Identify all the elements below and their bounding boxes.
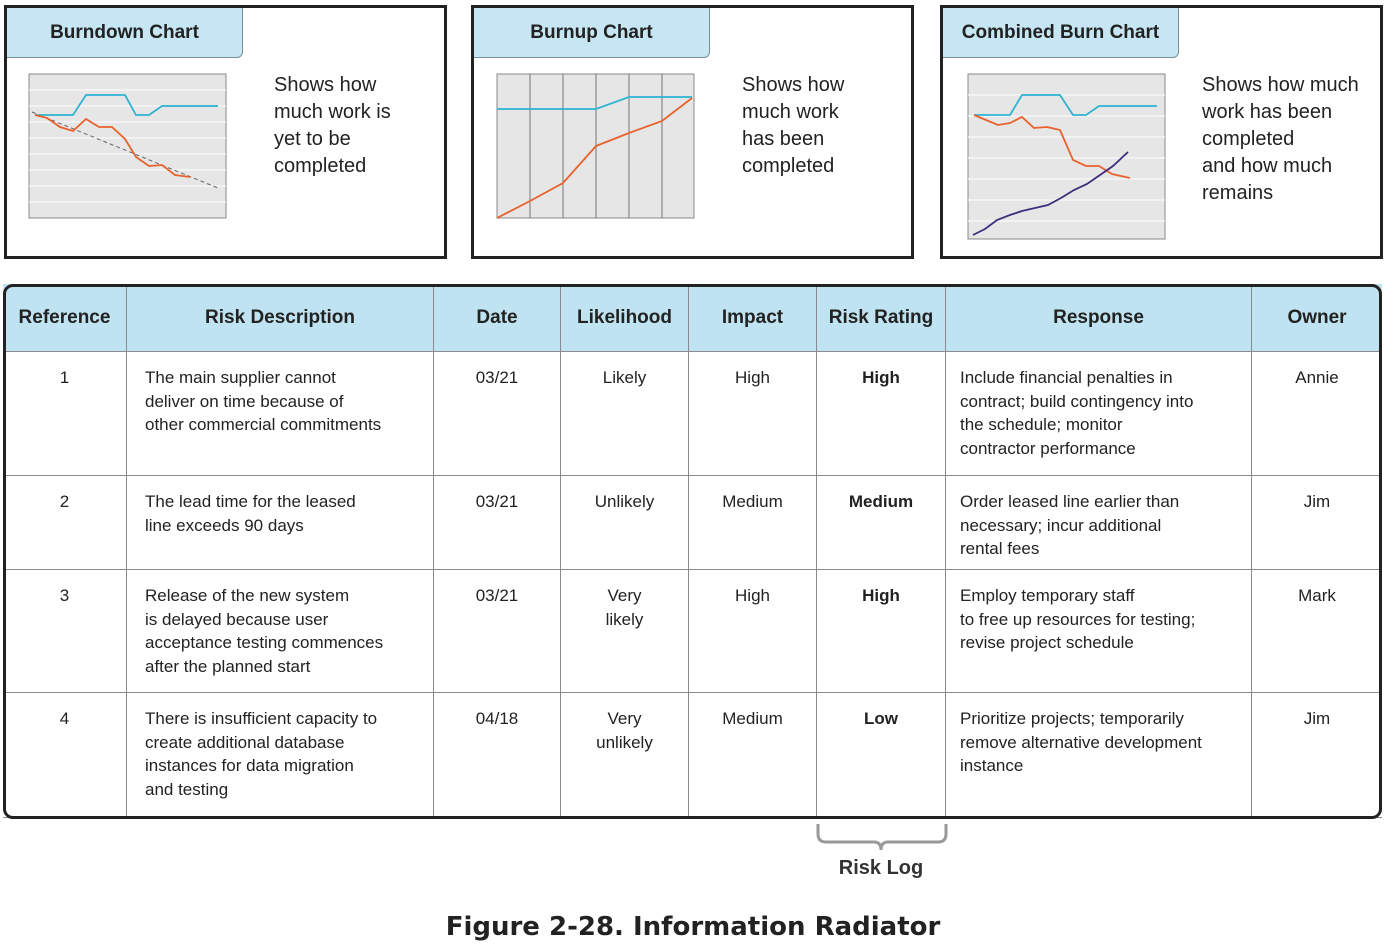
text-line: unlikely <box>596 732 653 752</box>
text-line: acceptance testing commences <box>145 633 384 652</box>
header-cell: Likelihood <box>561 284 689 352</box>
panel: Burnup Chart Shows how much work has been co… <box>471 5 914 259</box>
panel: Combined Burn Chart Shows how much work ha… <box>940 5 1383 259</box>
header-cell: Risk Description <box>127 284 434 352</box>
text-line: Order leased line earlier than <box>960 492 1180 511</box>
table-cell: There is insufficient capacity to create … <box>127 693 434 818</box>
text-line: There is insufficient capacity to <box>145 709 378 728</box>
text-line: likely <box>605 609 644 629</box>
text-line: Very <box>607 586 642 605</box>
text-line: line exceeds 90 days <box>145 515 304 535</box>
header-cell: Owner <box>1252 284 1382 352</box>
table-cell: 03/21 <box>434 476 561 570</box>
text-line: The main supplier cannot <box>145 368 336 387</box>
table-cell: 4 <box>3 693 127 818</box>
table-cell: 04/18 <box>434 693 561 818</box>
text-line: the schedule; monitor <box>960 415 1123 434</box>
text-line: Prioritize projects; temporarily <box>960 709 1184 728</box>
text-line: deliver on time because of <box>145 391 344 411</box>
table-cell: Unlikely <box>561 476 689 570</box>
table-cell: 1 <box>3 352 127 476</box>
panel-description: Shows how much work has been completed and … <box>1202 72 1359 207</box>
text-line: necessary; incur additional <box>960 515 1162 535</box>
panel-title: Burndown Chart <box>7 8 243 58</box>
text-line: work has been <box>1202 101 1333 123</box>
text-line: Very <box>607 709 642 728</box>
table-cell: 03/21 <box>434 570 561 693</box>
table-cell: Release of the new system is delayed beca… <box>127 570 434 693</box>
text-line: after the planned start <box>145 656 311 676</box>
table-cell: Medium <box>817 476 946 570</box>
text-line: completed <box>742 155 835 177</box>
text-line: and how much <box>1202 155 1333 177</box>
text-line: other commercial commitments <box>145 415 382 434</box>
text-line: Shows how <box>742 74 845 96</box>
table-cell: Order leased line earlier than necessary;… <box>946 476 1252 570</box>
table-cell: Medium <box>689 476 817 570</box>
annotation: Risk Log <box>838 857 924 879</box>
panel-description: Shows how much work has been completed <box>742 72 844 180</box>
text-line: much work <box>742 101 839 123</box>
table-cell: Prioritize projects; temporarily remove a… <box>946 693 1252 818</box>
caption: Figure 2-28. Information Radiator <box>445 912 941 942</box>
panel-title: Combined Burn Chart <box>943 8 1179 58</box>
text-line: and testing <box>145 779 229 799</box>
table-cell: Low <box>817 693 946 818</box>
text-line: create additional database <box>145 732 345 752</box>
table-cell: Jim <box>1252 693 1382 818</box>
table-cell: 3 <box>3 570 127 693</box>
table-cell: Very likely <box>561 570 689 693</box>
header-cell: Response <box>946 284 1252 352</box>
text-line: remains <box>1202 182 1274 204</box>
text-line: completed <box>274 155 367 177</box>
table-cell: Mark <box>1252 570 1382 693</box>
table-cell: 2 <box>3 476 127 570</box>
text-line: Employ temporary staff <box>960 586 1135 605</box>
text-line: remove alternative development <box>960 732 1202 752</box>
table-cell: High <box>689 352 817 476</box>
text-line: to free up resources for testing; <box>960 609 1196 629</box>
text-line: has been <box>742 128 825 150</box>
header-cell: Date <box>434 284 561 352</box>
text-line: rental fees <box>960 539 1040 558</box>
text-line: instance <box>960 756 1024 775</box>
table-cell: The main supplier cannot deliver on time … <box>127 352 434 476</box>
panel-title: Burnup Chart <box>474 8 710 58</box>
text-line: is delayed because user <box>145 609 329 629</box>
table-cell: 03/21 <box>434 352 561 476</box>
table-cell: Annie <box>1252 352 1382 476</box>
panel: Burndown Chart Shows how much work is yet t… <box>4 5 447 259</box>
header-cell: Risk Rating <box>817 284 946 352</box>
table-cell: High <box>817 570 946 693</box>
table-cell: Medium <box>689 693 817 818</box>
text-line: much work is <box>274 101 391 123</box>
table-cell: Likely <box>561 352 689 476</box>
table-cell: Include financial penalties in contract; … <box>946 352 1252 476</box>
header-cell: Reference <box>3 284 127 352</box>
text-line: contractor performance <box>960 438 1136 458</box>
table-cell: Very unlikely <box>561 693 689 818</box>
text-line: yet to be <box>274 128 351 150</box>
text-line: instances for data migration <box>145 756 354 775</box>
header-cell: Impact <box>689 284 817 352</box>
text-line: revise project schedule <box>960 633 1134 652</box>
table-cell: Employ temporary staff to free up resourc… <box>946 570 1252 693</box>
table-cell: The lead time for the leased line exceeds… <box>127 476 434 570</box>
text-line: contract; build contingency into <box>960 391 1194 411</box>
text-line: completed <box>1202 128 1295 150</box>
table-cell: Jim <box>1252 476 1382 570</box>
text-line: Release of the new system <box>145 586 350 605</box>
text-line: The lead time for the leased <box>145 492 356 511</box>
text-line: Include financial penalties in <box>960 368 1173 387</box>
panel-description: Shows how much work is yet to be completed <box>274 72 391 180</box>
table-cell: High <box>817 352 946 476</box>
text-line: Shows how <box>274 74 377 96</box>
text-line: Shows how much <box>1202 74 1359 96</box>
table-cell: High <box>689 570 817 693</box>
